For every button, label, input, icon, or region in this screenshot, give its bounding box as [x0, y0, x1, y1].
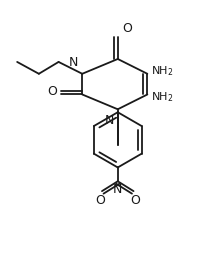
- Text: O: O: [130, 194, 140, 207]
- Text: NH$_2$: NH$_2$: [151, 91, 173, 104]
- Text: O: O: [95, 194, 104, 207]
- Text: N: N: [69, 56, 78, 69]
- Text: NH$_2$: NH$_2$: [151, 64, 173, 78]
- Text: O: O: [47, 85, 57, 98]
- Text: N: N: [113, 183, 122, 196]
- Text: N: N: [104, 114, 113, 127]
- Text: O: O: [122, 22, 132, 35]
